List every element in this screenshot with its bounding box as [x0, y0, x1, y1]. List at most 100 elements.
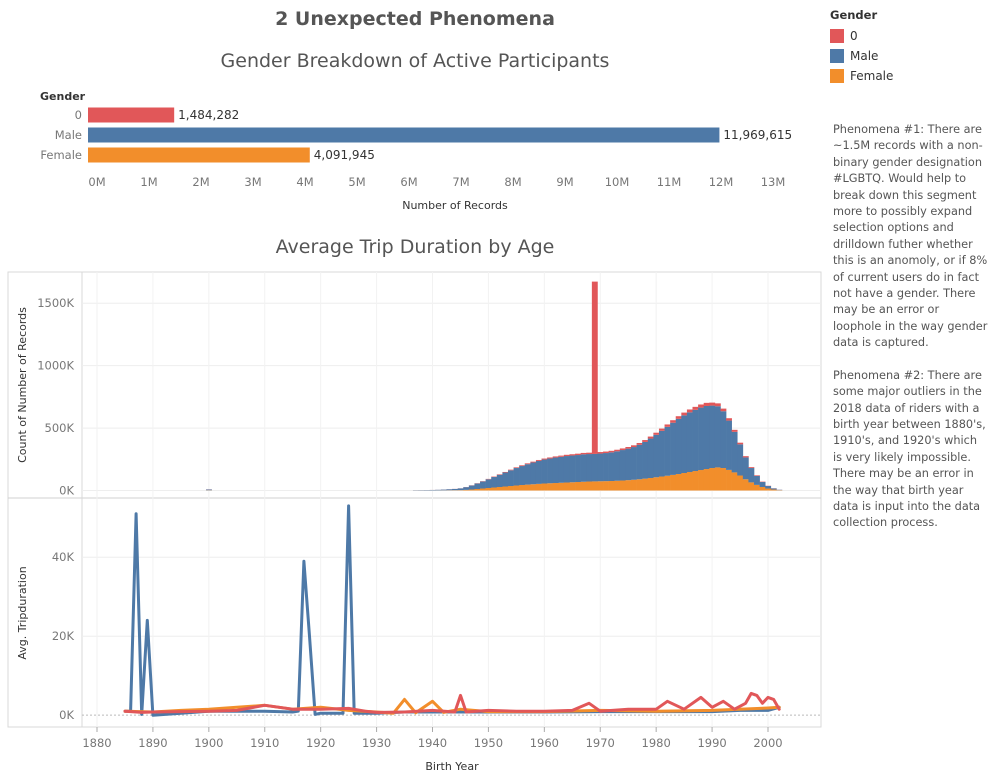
histogram-bar: [642, 440, 649, 442]
histogram-bar: [614, 451, 621, 481]
y-tick-label: 40K: [52, 550, 75, 564]
histogram-bar: [552, 456, 559, 458]
histogram-bar: [463, 487, 470, 490]
histogram-bar: [631, 445, 637, 448]
y-tick-label: 20K: [52, 629, 75, 643]
x-tick-label: 12M: [709, 175, 734, 189]
gender-bar-chart: Gender 0M 1M 2M 3M 4M 5M 6M 7M 8M 9M 10M 11M 12M 13M …: [40, 90, 792, 212]
histogram-bar: [586, 452, 593, 455]
x-axis-label: Birth Year: [425, 760, 479, 773]
histogram-bar: [485, 488, 492, 491]
histogram-bar: [541, 483, 548, 491]
histogram-bar: [446, 489, 453, 491]
y-tick-label: 0K: [59, 708, 74, 722]
category-header: Gender: [40, 90, 86, 103]
histogram-bar: [658, 428, 665, 431]
histogram-bar: [569, 455, 576, 483]
histogram-bar: [742, 456, 749, 458]
bar: [88, 127, 720, 143]
notes-panel: Phenomena #1: There are ~1.5M records wi…: [833, 122, 989, 548]
histogram-bar: [440, 489, 447, 491]
histogram-bar: [558, 482, 565, 491]
legend-label: 0: [850, 29, 858, 43]
histogram-bar: [563, 456, 570, 483]
histogram-bar: [530, 484, 537, 491]
histogram-bar: [692, 471, 699, 491]
x-axis-label: Number of Records: [402, 199, 508, 212]
legend-item-female[interactable]: Female: [830, 66, 990, 86]
histogram-bar: [731, 429, 738, 432]
x-tick-label: 2000: [753, 736, 782, 750]
histogram-bar: [670, 420, 677, 423]
histogram-bar: [463, 489, 470, 491]
histogram-bar: [664, 424, 671, 427]
histogram-bar: [552, 457, 559, 484]
histogram-bar: [631, 479, 637, 491]
histogram-bar: [206, 489, 212, 491]
histogram-bar: [675, 416, 682, 419]
histogram-bar: [653, 477, 660, 491]
histogram-bar: [541, 459, 548, 484]
histogram-bar: [519, 485, 526, 491]
histogram-bar: [502, 471, 509, 473]
histogram-bar: [720, 411, 727, 469]
line-series: [123, 504, 781, 717]
histogram-bar: [519, 465, 526, 467]
histogram-bar: [603, 451, 609, 454]
histogram-bar: [608, 452, 615, 482]
histogram-bar: [742, 457, 749, 480]
histogram-bar: [726, 420, 732, 470]
histogram-bar: [474, 483, 481, 490]
histogram-gridlines: [82, 272, 821, 498]
histogram-bar: [675, 418, 682, 475]
histogram-bar: [569, 482, 576, 491]
bar-chart-title: Gender Breakdown of Active Participants: [220, 50, 610, 72]
histogram-bar: [770, 488, 777, 490]
x-tick-label: 1940: [418, 736, 447, 750]
histogram-bar: [647, 478, 654, 491]
legend-item-male[interactable]: Male: [830, 46, 990, 66]
histogram-bar: [608, 481, 615, 491]
histogram-bar: [502, 486, 509, 491]
histogram-bar: [770, 489, 777, 491]
histogram-bar: [658, 430, 665, 477]
category-label: Male: [55, 128, 82, 142]
histogram-bar: [692, 409, 699, 472]
histogram-bar: [558, 456, 565, 483]
histogram-bar: [759, 482, 766, 488]
x-tick-label: 1880: [82, 736, 111, 750]
histogram-bar: [597, 453, 604, 482]
histogram-bar: [586, 454, 593, 482]
histogram-bar: [597, 452, 604, 454]
histogram-bar: [480, 488, 486, 491]
histogram-bar: [709, 402, 716, 406]
x-tick-label: 1900: [194, 736, 223, 750]
x-tick-label: 1980: [642, 736, 671, 750]
bars: 1,484,282 11,969,615 4,091,945: [88, 107, 792, 163]
x-tick-label: 3M: [244, 175, 261, 189]
x-tick-label: 2M: [192, 175, 209, 189]
legend-item-0[interactable]: 0: [830, 26, 990, 46]
x-tick-label: 1950: [474, 736, 503, 750]
histogram-bar: [731, 431, 738, 473]
histogram-bar: [491, 477, 498, 488]
color-legend: Gender 0 Male Female: [830, 8, 990, 86]
histogram-bar: [563, 482, 570, 491]
histogram-bar: [530, 461, 537, 463]
category-labels: 0 Male Female: [40, 108, 82, 162]
histogram-bar: [714, 403, 721, 407]
histogram-bar: [703, 405, 710, 470]
bar: [88, 107, 175, 123]
histogram-bar: [485, 479, 492, 489]
histogram-bar: [591, 453, 598, 482]
histogram-bar: [686, 412, 693, 473]
histogram-bar: [748, 468, 755, 483]
histogram-bar: [754, 475, 760, 476]
histogram-bar: [552, 483, 559, 491]
histogram-bar: [586, 481, 593, 491]
histogram-bar: [703, 469, 710, 491]
histogram-bar: [513, 467, 520, 469]
histogram-chart-title: Average Trip Duration by Age: [275, 236, 555, 258]
histogram-bar: [670, 474, 677, 491]
histogram-bar: [575, 455, 581, 483]
